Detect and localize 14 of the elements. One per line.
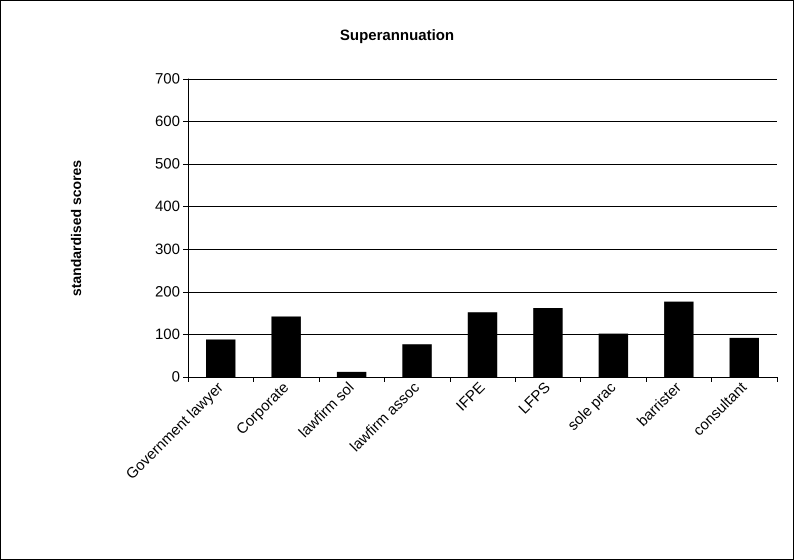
y-tick-label: 600 xyxy=(154,113,180,130)
y-tick-label: 0 xyxy=(172,368,180,386)
y-tick-label: 200 xyxy=(154,283,180,300)
y-axis-title: standardised scores xyxy=(68,160,84,296)
y-tick-label: 100 xyxy=(154,326,180,343)
bar xyxy=(402,344,432,377)
y-tick-label: 400 xyxy=(154,198,180,216)
bar xyxy=(336,372,366,377)
chart-title: Superannuation xyxy=(340,27,454,44)
bar xyxy=(206,340,236,377)
y-tick-label: 500 xyxy=(154,156,180,173)
bar xyxy=(730,338,760,377)
y-tick-label: 700 xyxy=(154,70,180,88)
y-tick-label: 300 xyxy=(154,240,180,258)
